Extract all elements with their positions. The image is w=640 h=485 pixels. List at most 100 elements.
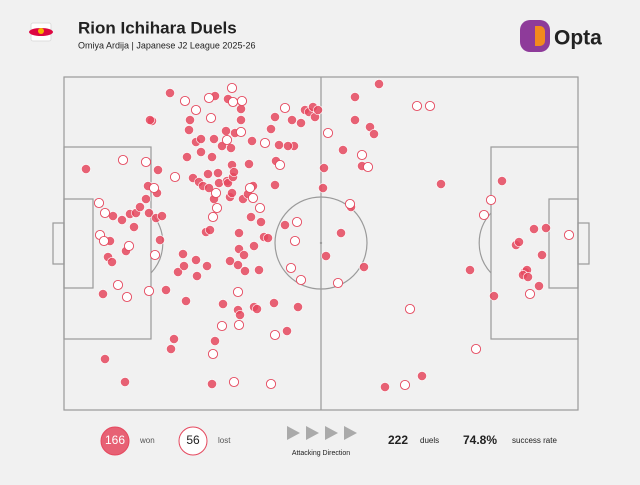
point-won <box>247 136 257 146</box>
point-lost <box>236 95 248 107</box>
point-won <box>207 379 217 389</box>
point-won <box>274 140 284 150</box>
point-won <box>263 233 273 243</box>
point-won <box>319 163 329 173</box>
point-lost <box>148 182 160 194</box>
point-won <box>226 143 236 153</box>
point-won <box>270 180 280 190</box>
point-won <box>234 228 244 238</box>
point-won <box>155 235 165 245</box>
point-won <box>181 296 191 306</box>
point-lost <box>279 102 291 114</box>
stat-label: success rate <box>512 436 557 445</box>
point-won <box>225 256 235 266</box>
point-lost <box>210 187 222 199</box>
point-won <box>213 168 223 178</box>
point-won <box>417 371 427 381</box>
point-lost <box>207 211 219 223</box>
point-lost <box>149 249 161 261</box>
point-lost <box>221 134 233 146</box>
point-won <box>249 241 259 251</box>
point-lost <box>289 235 301 247</box>
point-won <box>283 141 293 151</box>
point-won <box>182 152 192 162</box>
point-lost <box>247 192 259 204</box>
point-lost <box>524 288 536 300</box>
point-lost <box>478 209 490 221</box>
brand-logo: Opta <box>520 20 602 52</box>
point-won <box>489 291 499 301</box>
point-won <box>166 344 176 354</box>
point-won <box>240 266 250 276</box>
point-won <box>165 88 175 98</box>
point-lost <box>123 240 135 252</box>
point-lost <box>99 207 111 219</box>
point-lost <box>233 319 245 331</box>
legend-count: 56 <box>186 433 200 447</box>
point-won <box>254 265 264 275</box>
club-badge <box>29 22 53 42</box>
point-lost <box>227 96 239 108</box>
point-won <box>529 224 539 234</box>
point-lost <box>117 154 129 166</box>
point-won <box>141 194 151 204</box>
point-lost <box>179 95 191 107</box>
point-won <box>497 176 507 186</box>
point-won <box>120 377 130 387</box>
legend: 166 won 56 lost <box>100 426 231 456</box>
point-won <box>359 262 369 272</box>
point-won <box>209 134 219 144</box>
point-won <box>107 257 117 267</box>
point-won <box>282 326 292 336</box>
point-won <box>280 220 290 230</box>
point-won <box>173 267 183 277</box>
point-won <box>218 299 228 309</box>
point-won <box>205 225 215 235</box>
chart-title: Rion Ichihara Duels <box>78 18 237 37</box>
point-lost <box>399 379 411 391</box>
point-won <box>523 272 533 282</box>
point-lost <box>274 159 286 171</box>
point-won <box>207 152 217 162</box>
point-lost <box>190 104 202 116</box>
point-won <box>204 183 214 193</box>
point-lost <box>98 235 110 247</box>
point-lost <box>112 279 124 291</box>
point-lost <box>470 343 482 355</box>
point-won <box>336 228 346 238</box>
legend-label: lost <box>218 436 231 445</box>
point-won <box>203 169 213 179</box>
brand-name: Opta <box>554 27 602 50</box>
point-lost <box>254 202 266 214</box>
point-lost <box>216 320 228 332</box>
point-won <box>100 354 110 364</box>
point-won <box>202 261 212 271</box>
point-lost <box>259 137 271 149</box>
direction-arrows <box>287 426 357 440</box>
point-won <box>465 265 475 275</box>
point-won <box>270 112 280 122</box>
point-won <box>192 271 202 281</box>
point-lost <box>143 285 155 297</box>
point-lost <box>232 286 244 298</box>
point-won <box>380 382 390 392</box>
point-lost <box>235 126 247 138</box>
point-lost <box>424 100 436 112</box>
point-won <box>338 145 348 155</box>
point-won <box>239 250 249 260</box>
point-won <box>184 125 194 135</box>
point-won <box>236 115 246 125</box>
point-won <box>196 147 206 157</box>
legend-marker <box>178 426 208 456</box>
direction-label: Attacking Direction <box>292 450 350 457</box>
stat-value: 222 <box>388 433 408 447</box>
point-won <box>129 222 139 232</box>
point-won <box>369 129 379 139</box>
point-won <box>98 289 108 299</box>
legend-marker <box>100 426 130 456</box>
point-won <box>246 212 256 222</box>
point-won <box>145 115 155 125</box>
point-lost <box>322 127 334 139</box>
point-lost <box>411 100 423 112</box>
